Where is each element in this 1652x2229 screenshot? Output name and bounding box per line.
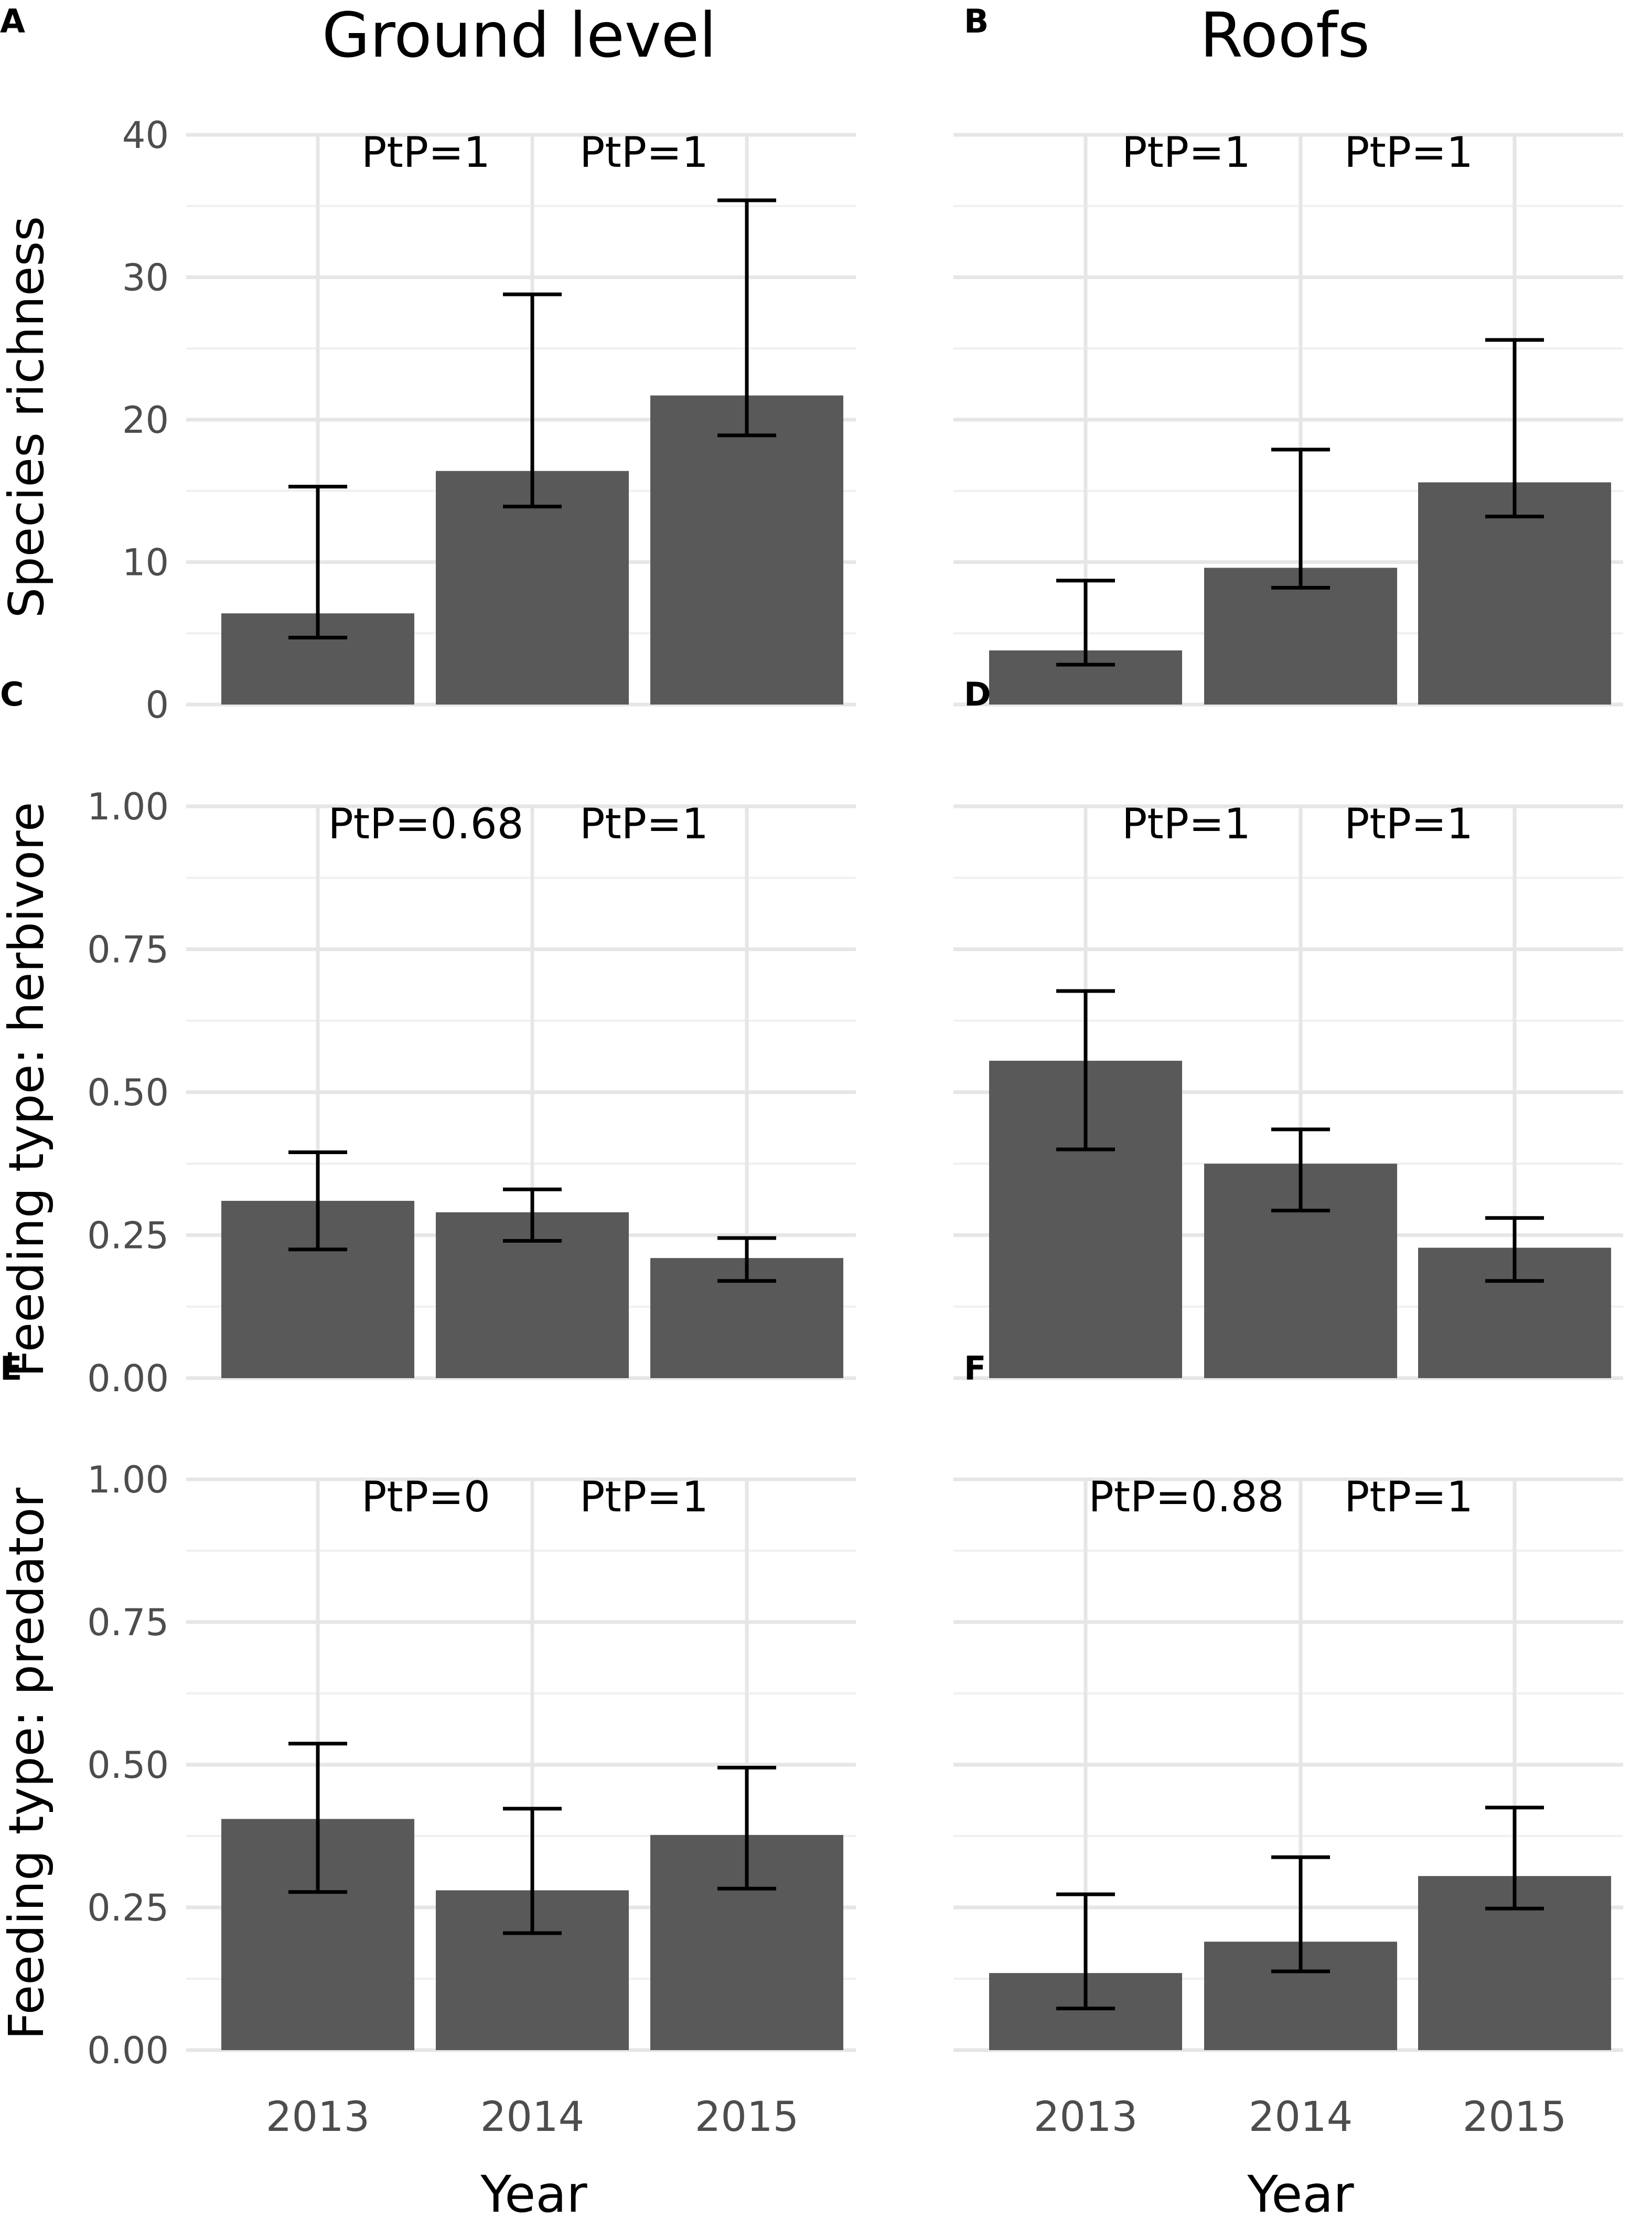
y-tick-label: 10 (122, 541, 169, 584)
panel-letter-A: A (0, 2, 25, 40)
panel-letter-E: E (0, 1349, 22, 1388)
column-title-ground-level: Ground level (322, 0, 716, 71)
panel-letter-B: B (964, 2, 989, 40)
error-bar-A-2015 (717, 198, 776, 438)
ptp-annotation-A-2: PtP=1 (580, 128, 709, 177)
x-axis-label-roofs: Year (1247, 2165, 1354, 2224)
error-bar-C-2013 (288, 1150, 347, 1252)
error-bar-E-2014 (503, 1807, 562, 1935)
y-tick-label: 0.75 (87, 929, 169, 972)
ptp-annotation-D-2: PtP=1 (1344, 799, 1473, 848)
error-bar-D-2015 (1485, 1216, 1544, 1283)
ptp-annotation-F-2: PtP=1 (1344, 1473, 1473, 1521)
x-tick-label-2014: 2014 (1249, 2094, 1353, 2141)
text-layer: Ground level Roofs Species richness Feed… (0, 0, 1567, 2224)
y-tick-label: 1.00 (87, 785, 169, 828)
y-axis-label-predator: Feeding type: predator (0, 1488, 55, 2040)
error-bar-D-2014 (1271, 1127, 1330, 1213)
error-bar-E-2013 (288, 1742, 347, 1894)
x-tick-label-2015: 2015 (1463, 2094, 1567, 2141)
error-bar-C-2015 (717, 1236, 776, 1283)
y-tick-label: 30 (122, 257, 169, 300)
error-bar-F-2015 (1485, 1806, 1544, 1911)
ptp-annotation-B-2: PtP=1 (1344, 128, 1473, 177)
error-bar-D-2013 (1056, 989, 1115, 1151)
ptp-annotation-E-2: PtP=1 (580, 1473, 709, 1521)
ptp-annotation-A-1: PtP=1 (361, 128, 490, 177)
y-tick-label: 0.00 (87, 1357, 169, 1400)
panel-letter-D: D (964, 675, 991, 713)
panel-letter-C: C (0, 675, 24, 713)
x-tick-label-2013: 2013 (266, 2094, 370, 2141)
y-tick-label: 1.00 (87, 1458, 169, 1501)
bar-A-2015 (650, 395, 843, 705)
x-tick-label-2013: 2013 (1034, 2094, 1138, 2141)
y-tick-label: 0.75 (87, 1601, 169, 1644)
bar-B-2015 (1418, 482, 1611, 705)
error-bar-F-2014 (1271, 1855, 1330, 1974)
y-tick-label: 0.50 (87, 1744, 169, 1787)
ptp-annotation-F-1: PtP=0.88 (1088, 1473, 1284, 1521)
ptp-annotation-C-1: PtP=0.68 (328, 799, 523, 848)
y-tick-label: 0.50 (87, 1071, 169, 1114)
bar-A-2014 (436, 471, 629, 705)
error-bars-layer (288, 198, 1544, 2011)
y-tick-label: 0.00 (87, 2029, 169, 2072)
y-tick-label: 0.25 (87, 1214, 169, 1257)
ptp-annotation-D-1: PtP=1 (1122, 799, 1251, 848)
y-tick-label: 20 (122, 399, 169, 442)
bar-B-2014 (1204, 568, 1397, 705)
grid-layer (186, 133, 1623, 2052)
column-title-roofs: Roofs (1200, 0, 1370, 71)
error-bar-B-2014 (1271, 447, 1330, 590)
y-tick-label: 0 (145, 684, 169, 727)
error-bar-F-2013 (1056, 1892, 1115, 2011)
ptp-annotation-C-2: PtP=1 (580, 799, 709, 848)
y-tick-label: 0.25 (87, 1886, 169, 1929)
x-tick-label-2014: 2014 (480, 2094, 585, 2141)
error-bar-E-2015 (717, 1765, 776, 1891)
y-axis-label-herbivore: Feeding type: herbivore (0, 802, 55, 1378)
ptp-annotation-E-1: PtP=0 (361, 1473, 490, 1521)
error-bar-A-2014 (503, 292, 562, 509)
error-bar-B-2013 (1056, 579, 1115, 667)
y-axis-label-species-richness: Species richness (0, 216, 55, 618)
ptp-annotation-B-1: PtP=1 (1122, 128, 1251, 177)
panel-letter-F: F (964, 1349, 986, 1388)
bars-layer (221, 395, 1611, 2050)
x-tick-label-2015: 2015 (695, 2094, 799, 2141)
error-bar-A-2013 (288, 485, 347, 639)
y-tick-label: 40 (122, 114, 169, 157)
error-bar-B-2015 (1485, 338, 1544, 519)
error-bar-C-2014 (503, 1187, 562, 1243)
x-axis-label-ground-level: Year (480, 2165, 587, 2224)
